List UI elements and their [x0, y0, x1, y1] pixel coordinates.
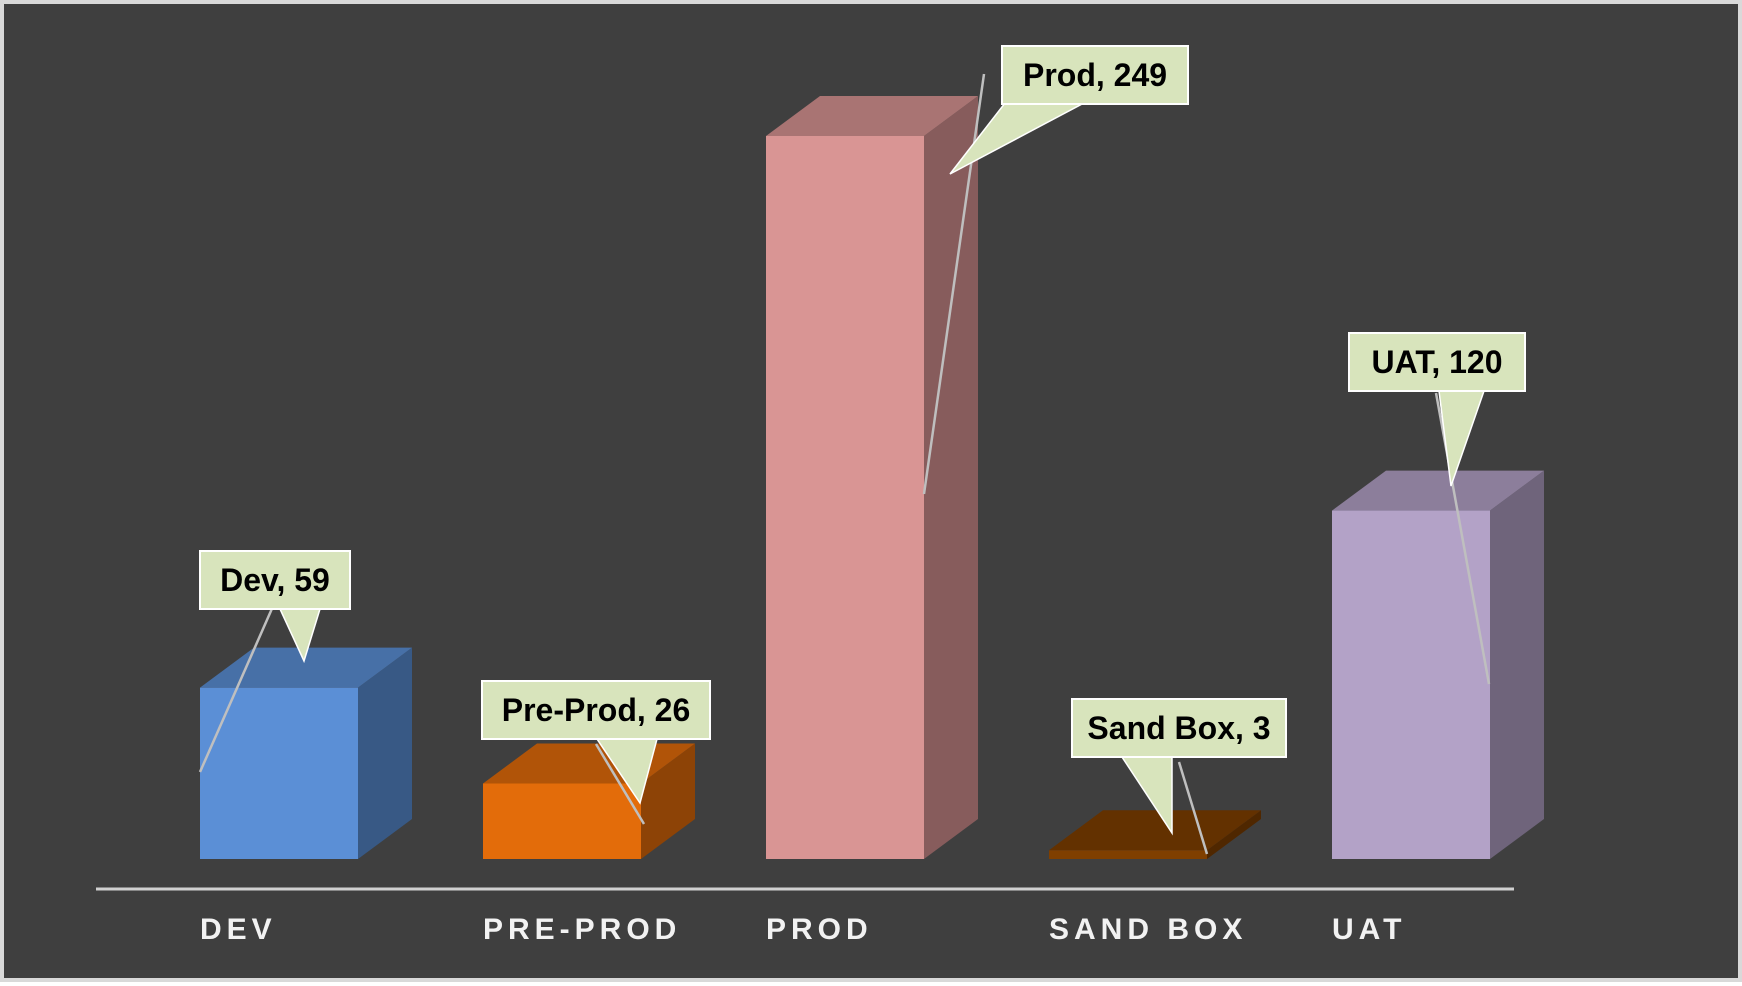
data-label-prod: Prod, 249	[922, 45, 1189, 495]
bar-top-dev	[200, 647, 412, 688]
bar-dev	[200, 647, 412, 859]
category-label-prod: PROD	[766, 913, 873, 946]
category-label-uat: UAT	[1332, 913, 1406, 946]
callout-box-pre-prod	[481, 680, 711, 740]
bar-top-prod	[766, 96, 978, 136]
data-label-dev: Dev, 59	[198, 550, 351, 773]
data-label-sand-box: Sand Box, 3	[1071, 698, 1287, 855]
callout-box-uat	[1348, 332, 1526, 392]
category-label-sand-box: SAND BOX	[1049, 913, 1247, 946]
bar-pre-prod	[483, 743, 695, 859]
bar-side-dev	[358, 647, 412, 859]
callout-box-prod	[1001, 45, 1189, 105]
category-label-dev: DEV	[200, 913, 277, 946]
leader-line-dev	[198, 603, 276, 773]
bar-side-uat	[1490, 470, 1544, 859]
bar-side-prod	[924, 96, 978, 859]
data-label-text-pre-prod: Pre-Prod, 26	[502, 692, 691, 728]
bar-uat	[1332, 470, 1544, 859]
data-labels-group: Dev, 59 Pre-Prod, 26 Prod, 249 Sand Box, 3 U…	[198, 45, 1526, 855]
leader-line-pre-prod	[594, 743, 646, 825]
data-label-text-sand-box: Sand Box, 3	[1087, 710, 1270, 746]
bar-front-uat	[1332, 510, 1490, 859]
bar-front-pre-prod	[483, 783, 641, 859]
data-label-text-prod: Prod, 249	[1023, 57, 1167, 93]
bars-group	[200, 96, 1544, 859]
bar-front-prod	[766, 136, 924, 859]
column-chart: DEV PRE-PROD PROD SAND BOX UAT Dev, 59 Pre-Pr…	[96, 45, 1544, 946]
category-labels-group: DEV PRE-PROD PROD SAND BOX UAT	[200, 913, 1406, 946]
data-label-text-dev: Dev, 59	[220, 562, 330, 598]
bar-side-sand-box	[1207, 810, 1261, 859]
category-label-pre-prod: PRE-PROD	[483, 913, 681, 946]
data-label-uat: UAT, 120	[1348, 332, 1526, 685]
bar-top-sand-box	[1049, 810, 1261, 851]
bar-side-pre-prod	[641, 743, 695, 859]
callout-box-sand-box	[1071, 698, 1287, 758]
bar-front-sand-box	[1049, 850, 1207, 859]
leader-line-sand-box	[1177, 761, 1209, 855]
bar-top-uat	[1332, 470, 1544, 511]
data-label-pre-prod: Pre-Prod, 26	[481, 680, 711, 825]
callout-box-dev	[199, 550, 351, 610]
bar-prod	[766, 96, 978, 859]
bar-front-dev	[200, 687, 358, 859]
data-label-text-uat: UAT, 120	[1371, 344, 1502, 380]
bar-sand-box	[1049, 810, 1261, 859]
